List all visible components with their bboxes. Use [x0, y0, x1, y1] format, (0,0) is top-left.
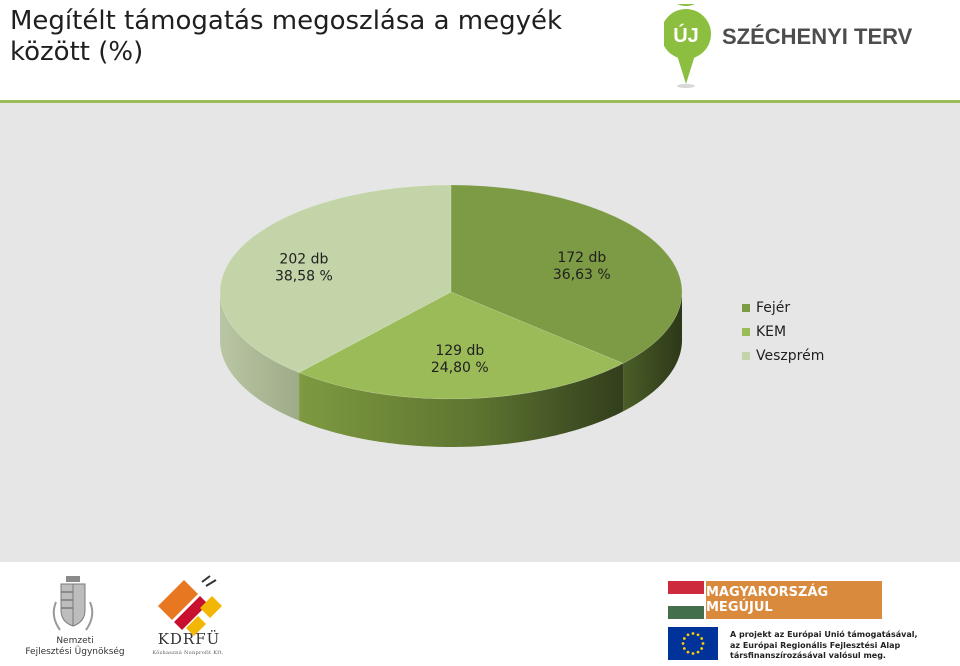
pie-slice-kem — [298, 291, 624, 400]
eu-line1: A projekt az Európai Unió támogatásával, — [730, 630, 918, 639]
pie-side-fejér — [623, 292, 682, 412]
pie-slice-veszprém — [219, 184, 452, 373]
legend-label: KEM — [756, 324, 787, 340]
eu-star — [682, 647, 686, 650]
eu-star — [700, 647, 704, 650]
eu-star — [700, 637, 704, 640]
logo-text: SZÉCHENYI TERV — [722, 24, 913, 49]
pie-count-label: 172 db — [557, 250, 606, 266]
legend-item-kem: KEM — [742, 320, 824, 344]
eu-star — [681, 642, 685, 645]
magyarorszag-megujul-banner: MAGYARORSZÁG MEGÚJUL — [706, 581, 882, 619]
kdrfu-name: KDRFÜ — [157, 630, 221, 648]
header-divider — [0, 100, 960, 103]
eu-star — [701, 642, 705, 645]
pie-side-veszprém — [220, 292, 300, 421]
pie-side-kem — [299, 363, 624, 447]
nfu-coat-of-arms-logo — [52, 576, 94, 631]
pie-slice-fejér — [450, 184, 683, 364]
eu-star — [682, 637, 686, 640]
eu-star — [696, 650, 700, 654]
eu-star — [686, 650, 690, 654]
legend-item-veszprem: Veszprém — [742, 344, 824, 368]
eu-star — [696, 633, 700, 637]
eu-line3: társfinanszírozásával valósul meg. — [730, 651, 886, 660]
legend-swatch — [742, 304, 750, 312]
logo-badge-text: ÚJ — [673, 23, 699, 47]
page-title: Megítélt támogatás megoszlása a megyék k… — [10, 6, 563, 67]
legend-swatch — [742, 328, 750, 336]
eu-line2: az Európai Regionális Fejlesztési Alap — [730, 640, 901, 650]
pie-percent-label: 38,58 % — [275, 268, 333, 284]
eu-star — [686, 633, 690, 637]
pie-count-label: 129 db — [435, 343, 484, 359]
eu-funding-text: A projekt az Európai Unió támogatásával,… — [730, 630, 960, 662]
uj-szechenyi-terv-logo: ÚJ SZÉCHENYI TERV — [664, 4, 913, 88]
pie-count-label: 202 db — [279, 251, 328, 267]
nfu-line2: Fejlesztési Ügynökség — [25, 647, 125, 657]
legend-item-fejer: Fejér — [742, 296, 824, 320]
nfu-line1: Nemzeti — [56, 636, 94, 646]
eu-star — [691, 652, 695, 655]
eu-flag-icon — [668, 627, 718, 660]
hungarian-flag-icon — [668, 581, 704, 619]
nfu-text: Nemzeti Fejlesztési Ügynökség — [20, 636, 130, 658]
pie-percent-label: 36,63 % — [553, 267, 611, 283]
chart-legend: Fejér KEM Veszprém — [742, 296, 824, 368]
pie-percent-label: 24,80 % — [431, 360, 489, 376]
kdrfu-subtitle: Közhasznú Nonprofit Kft. — [152, 650, 224, 656]
legend-label: Veszprém — [756, 348, 825, 364]
eu-star — [691, 632, 695, 635]
legend-label: Fejér — [756, 300, 791, 316]
legend-swatch — [742, 352, 750, 360]
kdrfu-logo — [158, 575, 222, 636]
